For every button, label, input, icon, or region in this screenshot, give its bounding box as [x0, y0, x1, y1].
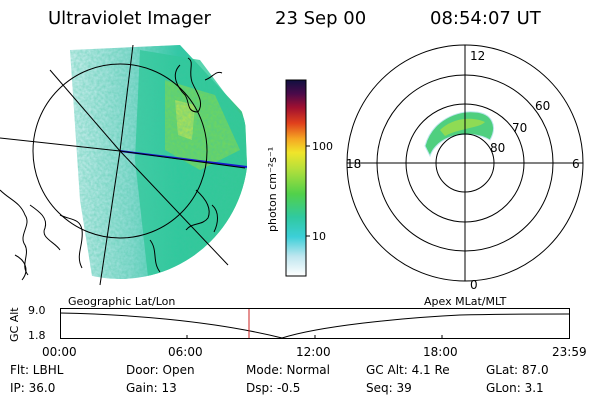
- instrument-title: Ultraviolet Imager: [48, 8, 211, 29]
- mlt-label-12: 12: [470, 49, 485, 63]
- info-seq: Seq: 39: [366, 381, 412, 395]
- geographic-image-panel: [0, 44, 248, 286]
- timeline-right-title: Apex MLat/MLT: [424, 295, 507, 308]
- mlt-label-18: 18: [346, 157, 361, 171]
- mlt-label-6: 6: [572, 157, 580, 171]
- auroral-image: [70, 45, 248, 279]
- timeline-plot: [60, 308, 570, 339]
- timeline-xtick-4: 23:59: [552, 345, 587, 359]
- timeline-ytick-1-8: 1.8: [28, 329, 46, 342]
- lat-label-80: 80: [490, 141, 505, 155]
- info-door: Door: Open: [126, 363, 195, 377]
- timeline-xtick-2: 12:00: [296, 345, 331, 359]
- info-gc-alt: GC Alt: 4.1 Re: [366, 363, 450, 377]
- info-ip: IP: 36.0: [10, 381, 56, 395]
- info-glat: GLat: 87.0: [486, 363, 549, 377]
- date-label: 23 Sep 00: [275, 8, 367, 29]
- colorbar-tick-100: 100: [312, 140, 333, 153]
- timeline-axis-label: GC Alt: [8, 307, 21, 342]
- polar-grid: [346, 44, 584, 282]
- geographic-grid: [0, 44, 246, 286]
- timeline-xtick-1: 06:00: [168, 345, 203, 359]
- time-label: 08:54:07 UT: [430, 8, 541, 29]
- info-gain: Gain: 13: [126, 381, 177, 395]
- info-filter: Flt: LBHL: [10, 363, 64, 377]
- mlt-label-0: 0: [470, 278, 478, 292]
- colorbar-unit-label: photon cm⁻²s⁻¹: [266, 146, 279, 232]
- colorbar-tick-10: 10: [312, 230, 326, 243]
- timeline-xtick-3: 18:00: [423, 345, 458, 359]
- polar-mlt-plot: 12 18 6 0 60 70 80: [346, 44, 584, 292]
- info-glon: GLon: 3.1: [486, 381, 544, 395]
- info-dsp: Dsp: -0.5: [246, 381, 301, 395]
- timeline-left-title: Geographic Lat/Lon: [68, 295, 176, 308]
- info-mode: Mode: Normal: [246, 363, 330, 377]
- altitude-curve: [60, 312, 570, 339]
- polar-auroral-oval: [424, 111, 494, 158]
- coastlines: [0, 57, 223, 281]
- colorbar: 100 10: [285, 79, 333, 277]
- lat-label-70: 70: [512, 121, 527, 135]
- lat-label-60: 60: [535, 99, 550, 113]
- timeline-xtick-0: 00:00: [42, 345, 77, 359]
- timeline-ytick-9: 9.0: [28, 304, 46, 317]
